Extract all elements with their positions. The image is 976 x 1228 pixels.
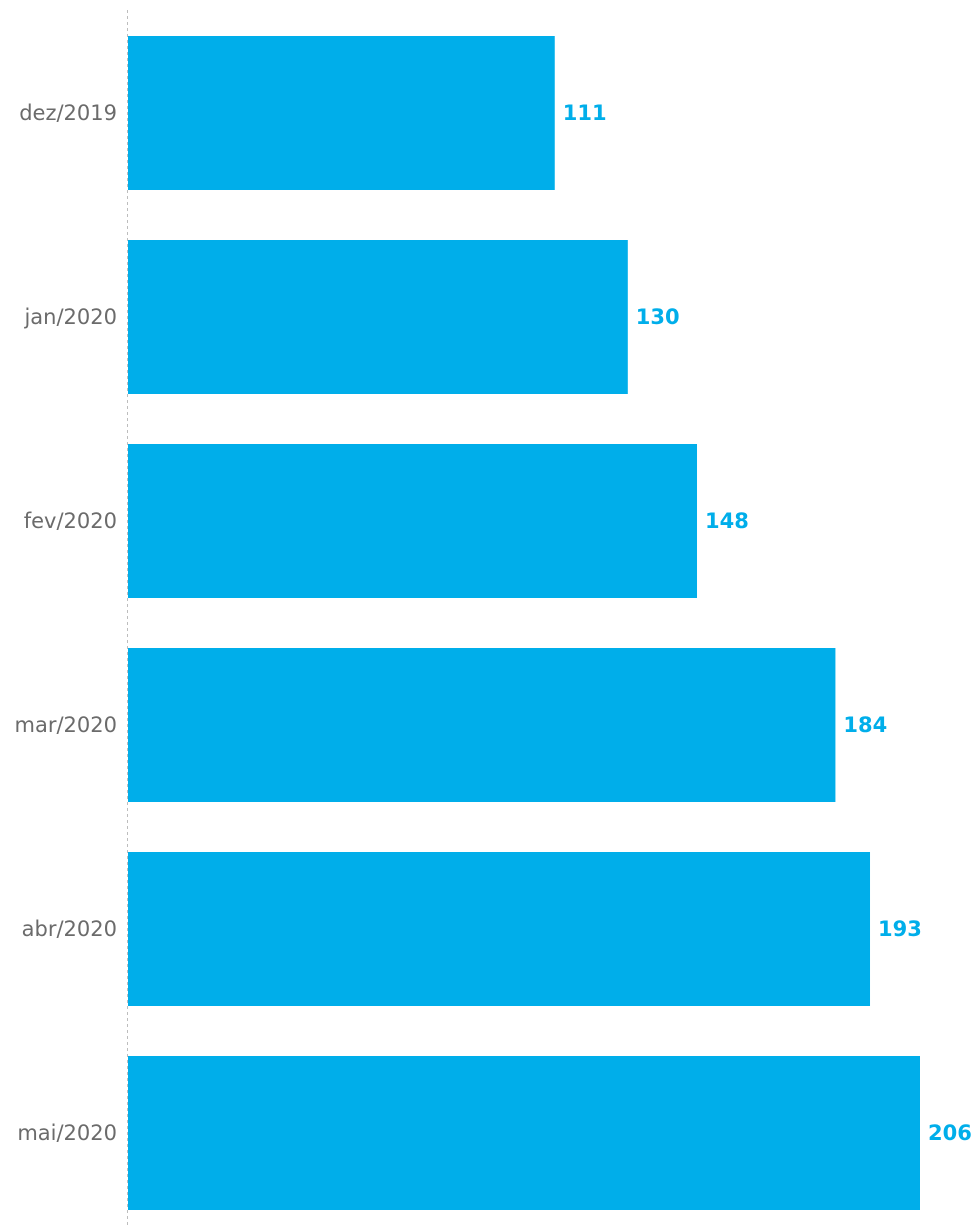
value-label: 206 xyxy=(928,1121,972,1145)
bars-group xyxy=(128,36,920,1210)
value-label: 111 xyxy=(563,101,607,125)
category-labels-group: dez/2019 jan/2020 fev/2020 mar/2020 abr/2020… xyxy=(15,101,117,1145)
bar-fev-2020 xyxy=(128,444,698,598)
value-label: 184 xyxy=(843,713,887,737)
category-label: abr/2020 xyxy=(22,917,117,941)
category-label: jan/2020 xyxy=(23,305,117,329)
bar-abr-2020 xyxy=(128,852,871,1006)
bar-mai-2020 xyxy=(128,1056,920,1210)
category-label: mai/2020 xyxy=(17,1121,117,1145)
value-label: 193 xyxy=(878,917,922,941)
category-label: fev/2020 xyxy=(24,509,117,533)
bar-mar-2020 xyxy=(128,648,836,802)
value-label: 148 xyxy=(705,509,749,533)
value-labels-group: 111 130 148 184 193 206 xyxy=(563,101,972,1145)
bar-dez-2019 xyxy=(128,36,555,190)
value-label: 130 xyxy=(636,305,680,329)
category-label: mar/2020 xyxy=(15,713,117,737)
bar-jan-2020 xyxy=(128,240,628,394)
category-label: dez/2019 xyxy=(19,101,117,125)
